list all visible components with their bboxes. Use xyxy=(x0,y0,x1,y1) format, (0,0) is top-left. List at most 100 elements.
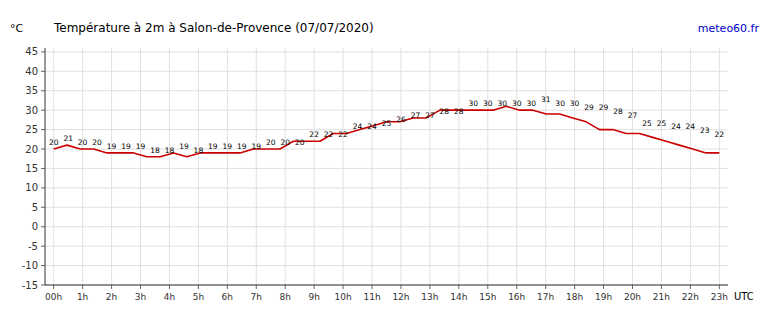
grid xyxy=(45,48,728,285)
y-tick xyxy=(41,168,45,169)
chart-container: 00h1h2h3h4h5h6h7h8h9h10h11h12h13h14h15h1… xyxy=(0,0,765,320)
x-tick-label: 22h xyxy=(682,292,699,302)
value-label: 30 xyxy=(469,99,479,108)
x-tick-label: 6h xyxy=(222,292,233,302)
y-tick xyxy=(41,90,45,91)
x-tick-label: 00h xyxy=(45,292,62,302)
value-label: 30 xyxy=(512,99,522,108)
y-tick xyxy=(41,149,45,150)
x-grid-line xyxy=(256,48,257,285)
x-tick xyxy=(227,285,228,289)
x-grid-line xyxy=(603,48,604,285)
x-tick-label: 16h xyxy=(508,292,525,302)
value-label: 19 xyxy=(107,142,117,151)
x-grid-line xyxy=(661,48,662,285)
x-grid-line xyxy=(632,48,633,285)
y-grid-line xyxy=(45,90,728,91)
x-ticks: 00h1h2h3h4h5h6h7h8h9h10h11h12h13h14h15h1… xyxy=(45,285,728,302)
x-tick-label: 8h xyxy=(279,292,290,302)
value-label: 28 xyxy=(613,107,623,116)
watermark: meteo60.fr xyxy=(698,22,760,35)
plot-area xyxy=(54,106,720,157)
y-grid-line xyxy=(45,226,728,227)
value-label: 20 xyxy=(49,138,59,147)
y-grid-line xyxy=(45,168,728,169)
x-tick-label: 9h xyxy=(308,292,319,302)
value-label: 18 xyxy=(194,146,204,155)
y-tick xyxy=(41,207,45,208)
value-label: 22 xyxy=(338,130,348,139)
value-label: 27 xyxy=(628,111,638,120)
temperature-line xyxy=(54,106,720,157)
y-tick xyxy=(41,265,45,266)
x-grid-line xyxy=(343,48,344,285)
x-tick xyxy=(169,285,170,289)
y-grid-line xyxy=(45,149,728,150)
value-label: 25 xyxy=(657,119,667,128)
x-grid-line xyxy=(227,48,228,285)
y-tick xyxy=(41,110,45,111)
x-tick-label: 15h xyxy=(479,292,496,302)
y-grid-line xyxy=(45,187,728,188)
y-grid-line xyxy=(45,110,728,111)
x-grid-line xyxy=(372,48,373,285)
y-tick xyxy=(41,226,45,227)
title: Température à 2m à Salon-de-Provence (07… xyxy=(53,21,374,35)
y-tick-label: -15 xyxy=(22,280,38,291)
x-grid-line xyxy=(516,48,517,285)
y-tick xyxy=(41,285,45,286)
x-tick-label: 13h xyxy=(421,292,438,302)
x-grid-line xyxy=(400,48,401,285)
x-grid-line xyxy=(487,48,488,285)
value-label: 24 xyxy=(686,122,696,131)
x-tick-label: 19h xyxy=(595,292,612,302)
x-grid-line xyxy=(429,48,430,285)
x-grid-line xyxy=(140,48,141,285)
x-tick xyxy=(82,285,83,289)
y-tick xyxy=(41,129,45,130)
x-tick-label: 1h xyxy=(77,292,88,302)
y-grid-line xyxy=(45,285,728,286)
value-label: 20 xyxy=(266,138,276,147)
y-tick-label: 20 xyxy=(25,144,38,155)
y-grid-line xyxy=(45,51,728,52)
x-tick xyxy=(574,285,575,289)
x-tick xyxy=(429,285,430,289)
value-label: 19 xyxy=(208,142,218,151)
value-label: 19 xyxy=(251,142,261,151)
value-label: 28 xyxy=(440,107,450,116)
x-grid-line xyxy=(545,48,546,285)
value-label: 26 xyxy=(396,115,406,124)
x-tick-label: 18h xyxy=(566,292,583,302)
x-tick-label: 21h xyxy=(653,292,670,302)
value-label: 29 xyxy=(599,103,609,112)
x-tick xyxy=(458,285,459,289)
value-label: 20 xyxy=(280,138,290,147)
value-label: 30 xyxy=(526,99,536,108)
x-tick xyxy=(545,285,546,289)
y-grid-line xyxy=(45,71,728,72)
y-grid-line xyxy=(45,246,728,247)
value-label: 29 xyxy=(584,103,594,112)
value-label: 20 xyxy=(295,138,305,147)
x-tick-label: 5h xyxy=(193,292,204,302)
value-label: 30 xyxy=(483,99,493,108)
value-label: 21 xyxy=(63,134,73,143)
x-grid-line xyxy=(690,48,691,285)
y-axis-label: °C xyxy=(10,22,24,35)
x-tick xyxy=(661,285,662,289)
annotations: 2021202019191918181918191919192020202222… xyxy=(49,95,724,155)
x-grid-line xyxy=(53,48,54,285)
x-tick xyxy=(400,285,401,289)
x-tick xyxy=(372,285,373,289)
value-label: 28 xyxy=(454,107,464,116)
y-tick-label: 45 xyxy=(25,46,38,57)
value-label: 19 xyxy=(179,142,189,151)
value-label: 25 xyxy=(382,119,392,128)
x-tick xyxy=(140,285,141,289)
x-tick xyxy=(516,285,517,289)
x-grid-line xyxy=(82,48,83,285)
chart-svg: 00h1h2h3h4h5h6h7h8h9h10h11h12h13h14h15h1… xyxy=(0,0,765,320)
value-label: 19 xyxy=(223,142,233,151)
x-tick xyxy=(111,285,112,289)
